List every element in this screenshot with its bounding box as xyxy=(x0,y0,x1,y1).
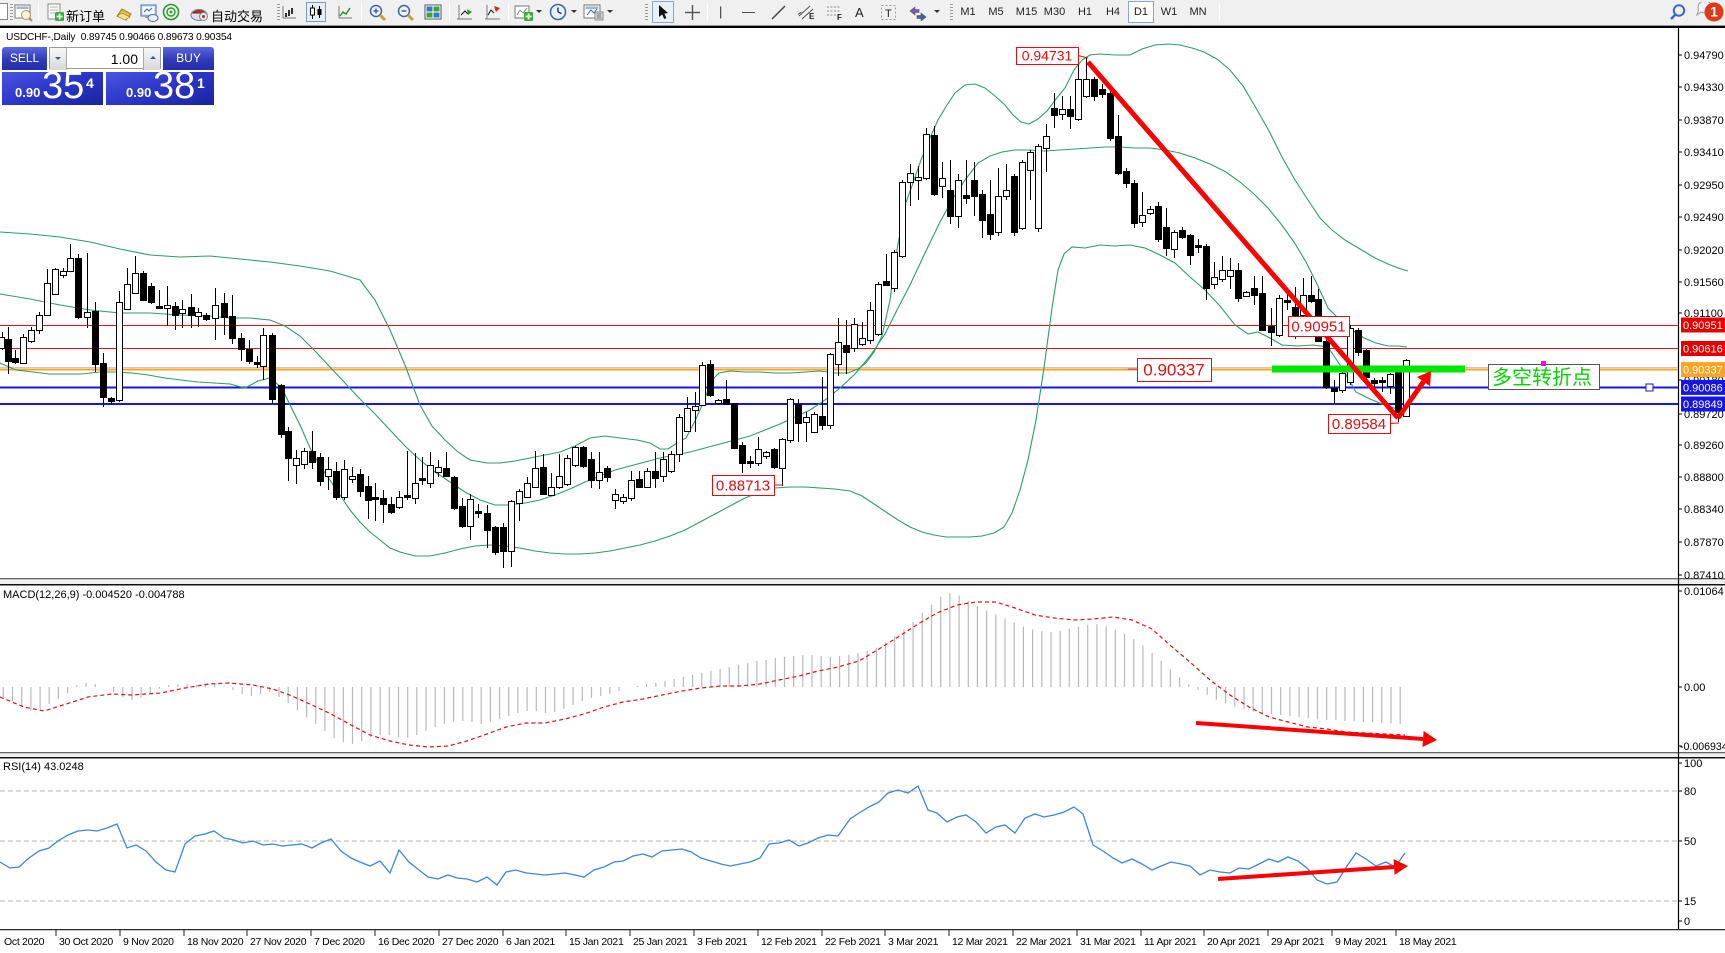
svg-text:9 May 2021: 9 May 2021 xyxy=(1335,936,1387,948)
svg-text:T: T xyxy=(885,8,892,20)
svg-text:0.90951: 0.90951 xyxy=(1683,320,1723,332)
svg-text:80: 80 xyxy=(1684,786,1696,798)
svg-text:0.91100: 0.91100 xyxy=(1684,308,1723,320)
svg-text:USDCHF-,Daily 0.89745 0.90466: USDCHF-,Daily 0.89745 0.90466 0.89673 0.… xyxy=(6,32,232,43)
svg-text:0.92950: 0.92950 xyxy=(1684,180,1724,192)
svg-text:12 Feb 2021: 12 Feb 2021 xyxy=(761,936,817,948)
svg-text:11 Apr 2021: 11 Apr 2021 xyxy=(1144,936,1197,948)
svg-text:29 Apr 2021: 29 Apr 2021 xyxy=(1271,936,1325,948)
svg-text:9 Nov 2020: 9 Nov 2020 xyxy=(123,936,174,948)
svg-text:0.90616: 0.90616 xyxy=(1683,344,1723,356)
svg-text:18 Nov 2020: 18 Nov 2020 xyxy=(187,936,244,948)
svg-text:22 Feb 2021: 22 Feb 2021 xyxy=(825,936,881,948)
svg-text:50: 50 xyxy=(1684,836,1696,848)
svg-text:18 May 2021: 18 May 2021 xyxy=(1399,936,1457,948)
svg-text:0.93410: 0.93410 xyxy=(1684,147,1724,159)
svg-text:0.90951: 0.90951 xyxy=(1291,318,1345,335)
svg-text:0.88340: 0.88340 xyxy=(1684,504,1724,516)
svg-text:0.87870: 0.87870 xyxy=(1684,537,1724,549)
svg-text:15 Jan 2021: 15 Jan 2021 xyxy=(569,936,624,948)
svg-text:7 Dec 2020: 7 Dec 2020 xyxy=(314,936,365,948)
svg-text:0.91560: 0.91560 xyxy=(1684,277,1724,289)
svg-text:22 Mar 2021: 22 Mar 2021 xyxy=(1016,936,1072,948)
svg-text:0.93870: 0.93870 xyxy=(1684,115,1724,127)
svg-text:多空转折点: 多空转折点 xyxy=(1492,366,1592,389)
svg-text:30 Oct 2020: 30 Oct 2020 xyxy=(59,936,113,948)
svg-text:0.92020: 0.92020 xyxy=(1684,245,1724,257)
svg-text:0.87410: 0.87410 xyxy=(1684,570,1724,582)
svg-text:15: 15 xyxy=(1684,896,1696,908)
svg-text:31 Mar 2021: 31 Mar 2021 xyxy=(1080,936,1136,948)
svg-text:MACD(12,26,9) -0.004520 -0.004: MACD(12,26,9) -0.004520 -0.004788 xyxy=(3,589,185,601)
svg-text:RSI(14) 43.0248: RSI(14) 43.0248 xyxy=(3,761,84,773)
svg-text:100: 100 xyxy=(1684,758,1702,770)
svg-text:3 Feb 2021: 3 Feb 2021 xyxy=(697,936,748,948)
svg-text:3 Mar 2021: 3 Mar 2021 xyxy=(888,936,939,948)
svg-text:0.89849: 0.89849 xyxy=(1683,399,1723,411)
svg-text:16 Dec 2020: 16 Dec 2020 xyxy=(378,936,435,948)
svg-text:6 Jan 2021: 6 Jan 2021 xyxy=(506,936,555,948)
svg-text:0.92490: 0.92490 xyxy=(1684,212,1724,224)
svg-text:-0.006934: -0.006934 xyxy=(1680,741,1725,753)
svg-text:0.00: 0.00 xyxy=(1684,682,1705,694)
svg-text:0.88800: 0.88800 xyxy=(1684,472,1724,484)
svg-text:0.89260: 0.89260 xyxy=(1684,440,1724,452)
svg-text:25 Jan 2021: 25 Jan 2021 xyxy=(633,936,688,948)
svg-text:27 Nov 2020: 27 Nov 2020 xyxy=(250,936,307,948)
svg-text:0.94330: 0.94330 xyxy=(1684,82,1724,94)
svg-text:E: E xyxy=(809,12,815,21)
svg-text:0.90086: 0.90086 xyxy=(1683,382,1723,394)
svg-text:0.94731: 0.94731 xyxy=(1022,48,1073,64)
svg-text:12 Mar 2021: 12 Mar 2021 xyxy=(952,936,1008,948)
svg-text:0.01064: 0.01064 xyxy=(1684,586,1724,598)
svg-text:Oct 2020: Oct 2020 xyxy=(4,936,45,948)
svg-text:20 Apr 2021: 20 Apr 2021 xyxy=(1207,936,1261,948)
svg-text:0: 0 xyxy=(1684,916,1690,928)
svg-text:0.89720: 0.89720 xyxy=(1684,409,1724,421)
svg-text:1: 1 xyxy=(1710,4,1718,20)
svg-text:0.90337: 0.90337 xyxy=(1143,361,1204,380)
svg-text:0.94790: 0.94790 xyxy=(1684,50,1724,62)
svg-text:F: F xyxy=(837,13,842,21)
svg-text:0.89584: 0.89584 xyxy=(1332,416,1386,433)
svg-text:0.90337: 0.90337 xyxy=(1683,365,1723,377)
svg-text:27 Dec 2020: 27 Dec 2020 xyxy=(442,936,499,948)
svg-text:0.88713: 0.88713 xyxy=(716,477,770,494)
